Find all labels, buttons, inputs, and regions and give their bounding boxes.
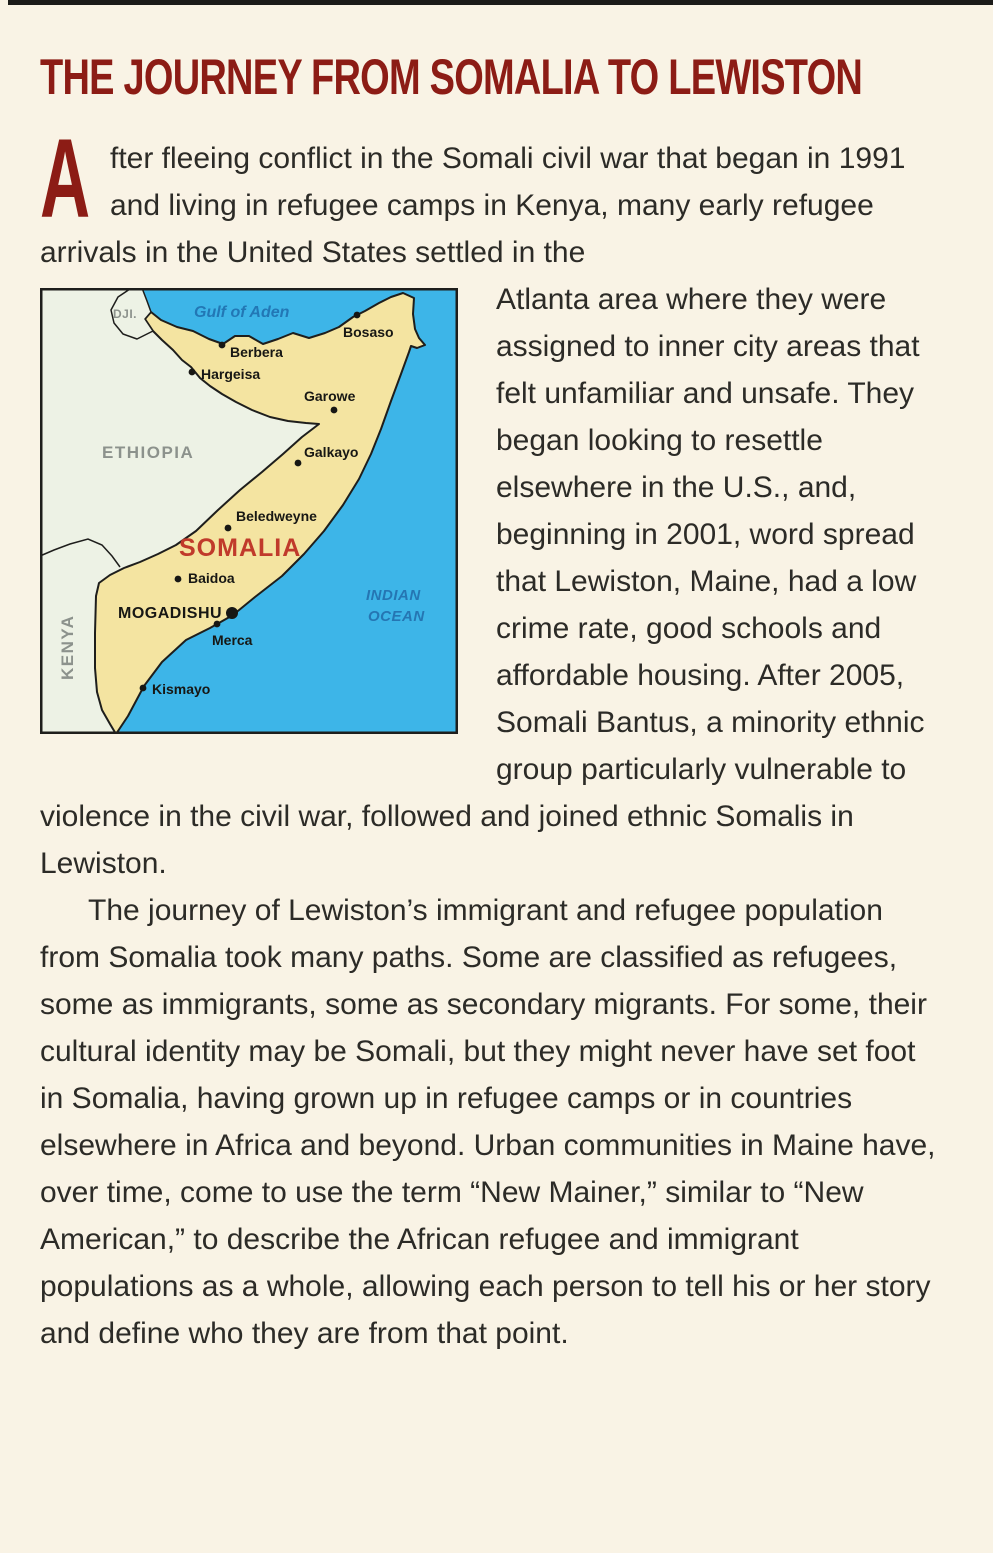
paragraph-1-continued: Atlanta area where they were assigned to… (40, 283, 925, 880)
top-accent-bar (8, 0, 993, 5)
kenya-ethiopia-border (39, 538, 121, 568)
map-frame (40, 288, 458, 734)
kenya-label: KENYA (58, 615, 77, 680)
city-label-garowe: Garowe (304, 388, 356, 404)
city-dot-galkayo (294, 459, 302, 467)
dropcap: A (40, 116, 91, 241)
djibouti-label: DJI. (113, 307, 137, 321)
city-label-galkayo: Galkayo (304, 444, 358, 460)
city-dot-merca (213, 620, 221, 628)
city-label-beledweyne: Beledweyne (236, 508, 317, 524)
city-label-berbera: Berbera (230, 344, 283, 360)
capital-dot-mogadishu (226, 607, 238, 619)
city-dot-kismayo (139, 684, 147, 692)
city-dot-berbera (218, 341, 226, 349)
city-dot-bosaso (353, 311, 361, 319)
city-label-hargeisa: Hargeisa (201, 366, 260, 382)
somalia-label: SOMALIA (179, 534, 301, 562)
gulf-of-aden-label: Gulf of Aden (194, 304, 290, 321)
city-label-kismayo: Kismayo (152, 681, 210, 697)
paragraph-2: The journey of Lewiston’s immigrant and … (40, 894, 936, 1350)
city-label-merca: Merca (212, 632, 253, 648)
city-dot-garowe (330, 406, 338, 414)
djibouti-shape (110, 287, 154, 340)
city-dot-beledweyne (224, 524, 232, 532)
ocean-shape (116, 288, 458, 734)
somalia-map-svg: Gulf of Aden INDIAN OCEAN DJI. ETHIOPIA … (39, 287, 458, 735)
somalia-map: Gulf of Aden INDIAN OCEAN DJI. ETHIOPIA … (39, 287, 458, 735)
page-title: THE JOURNEY FROM SOMALIA TO LEWISTON (40, 49, 863, 105)
ethiopia-label: ETHIOPIA (102, 443, 194, 462)
city-label-bosaso: Bosaso (343, 324, 394, 340)
capital-label-mogadishu: MOGADISHU (118, 605, 222, 622)
indian-ocean-label-line1: INDIAN (366, 587, 421, 604)
indian-ocean-label-line2: OCEAN (368, 608, 425, 625)
city-dot-hargeisa (188, 368, 196, 376)
map-and-text-row: Gulf of Aden INDIAN OCEAN DJI. ETHIOPIA … (39, 276, 945, 887)
city-dot-baidoa (174, 575, 182, 583)
paragraph-1-lead-text: fter fleeing conflict in the Somali civi… (40, 142, 906, 269)
city-label-baidoa: Baidoa (188, 570, 235, 586)
somalia-country-shape (94, 292, 426, 735)
